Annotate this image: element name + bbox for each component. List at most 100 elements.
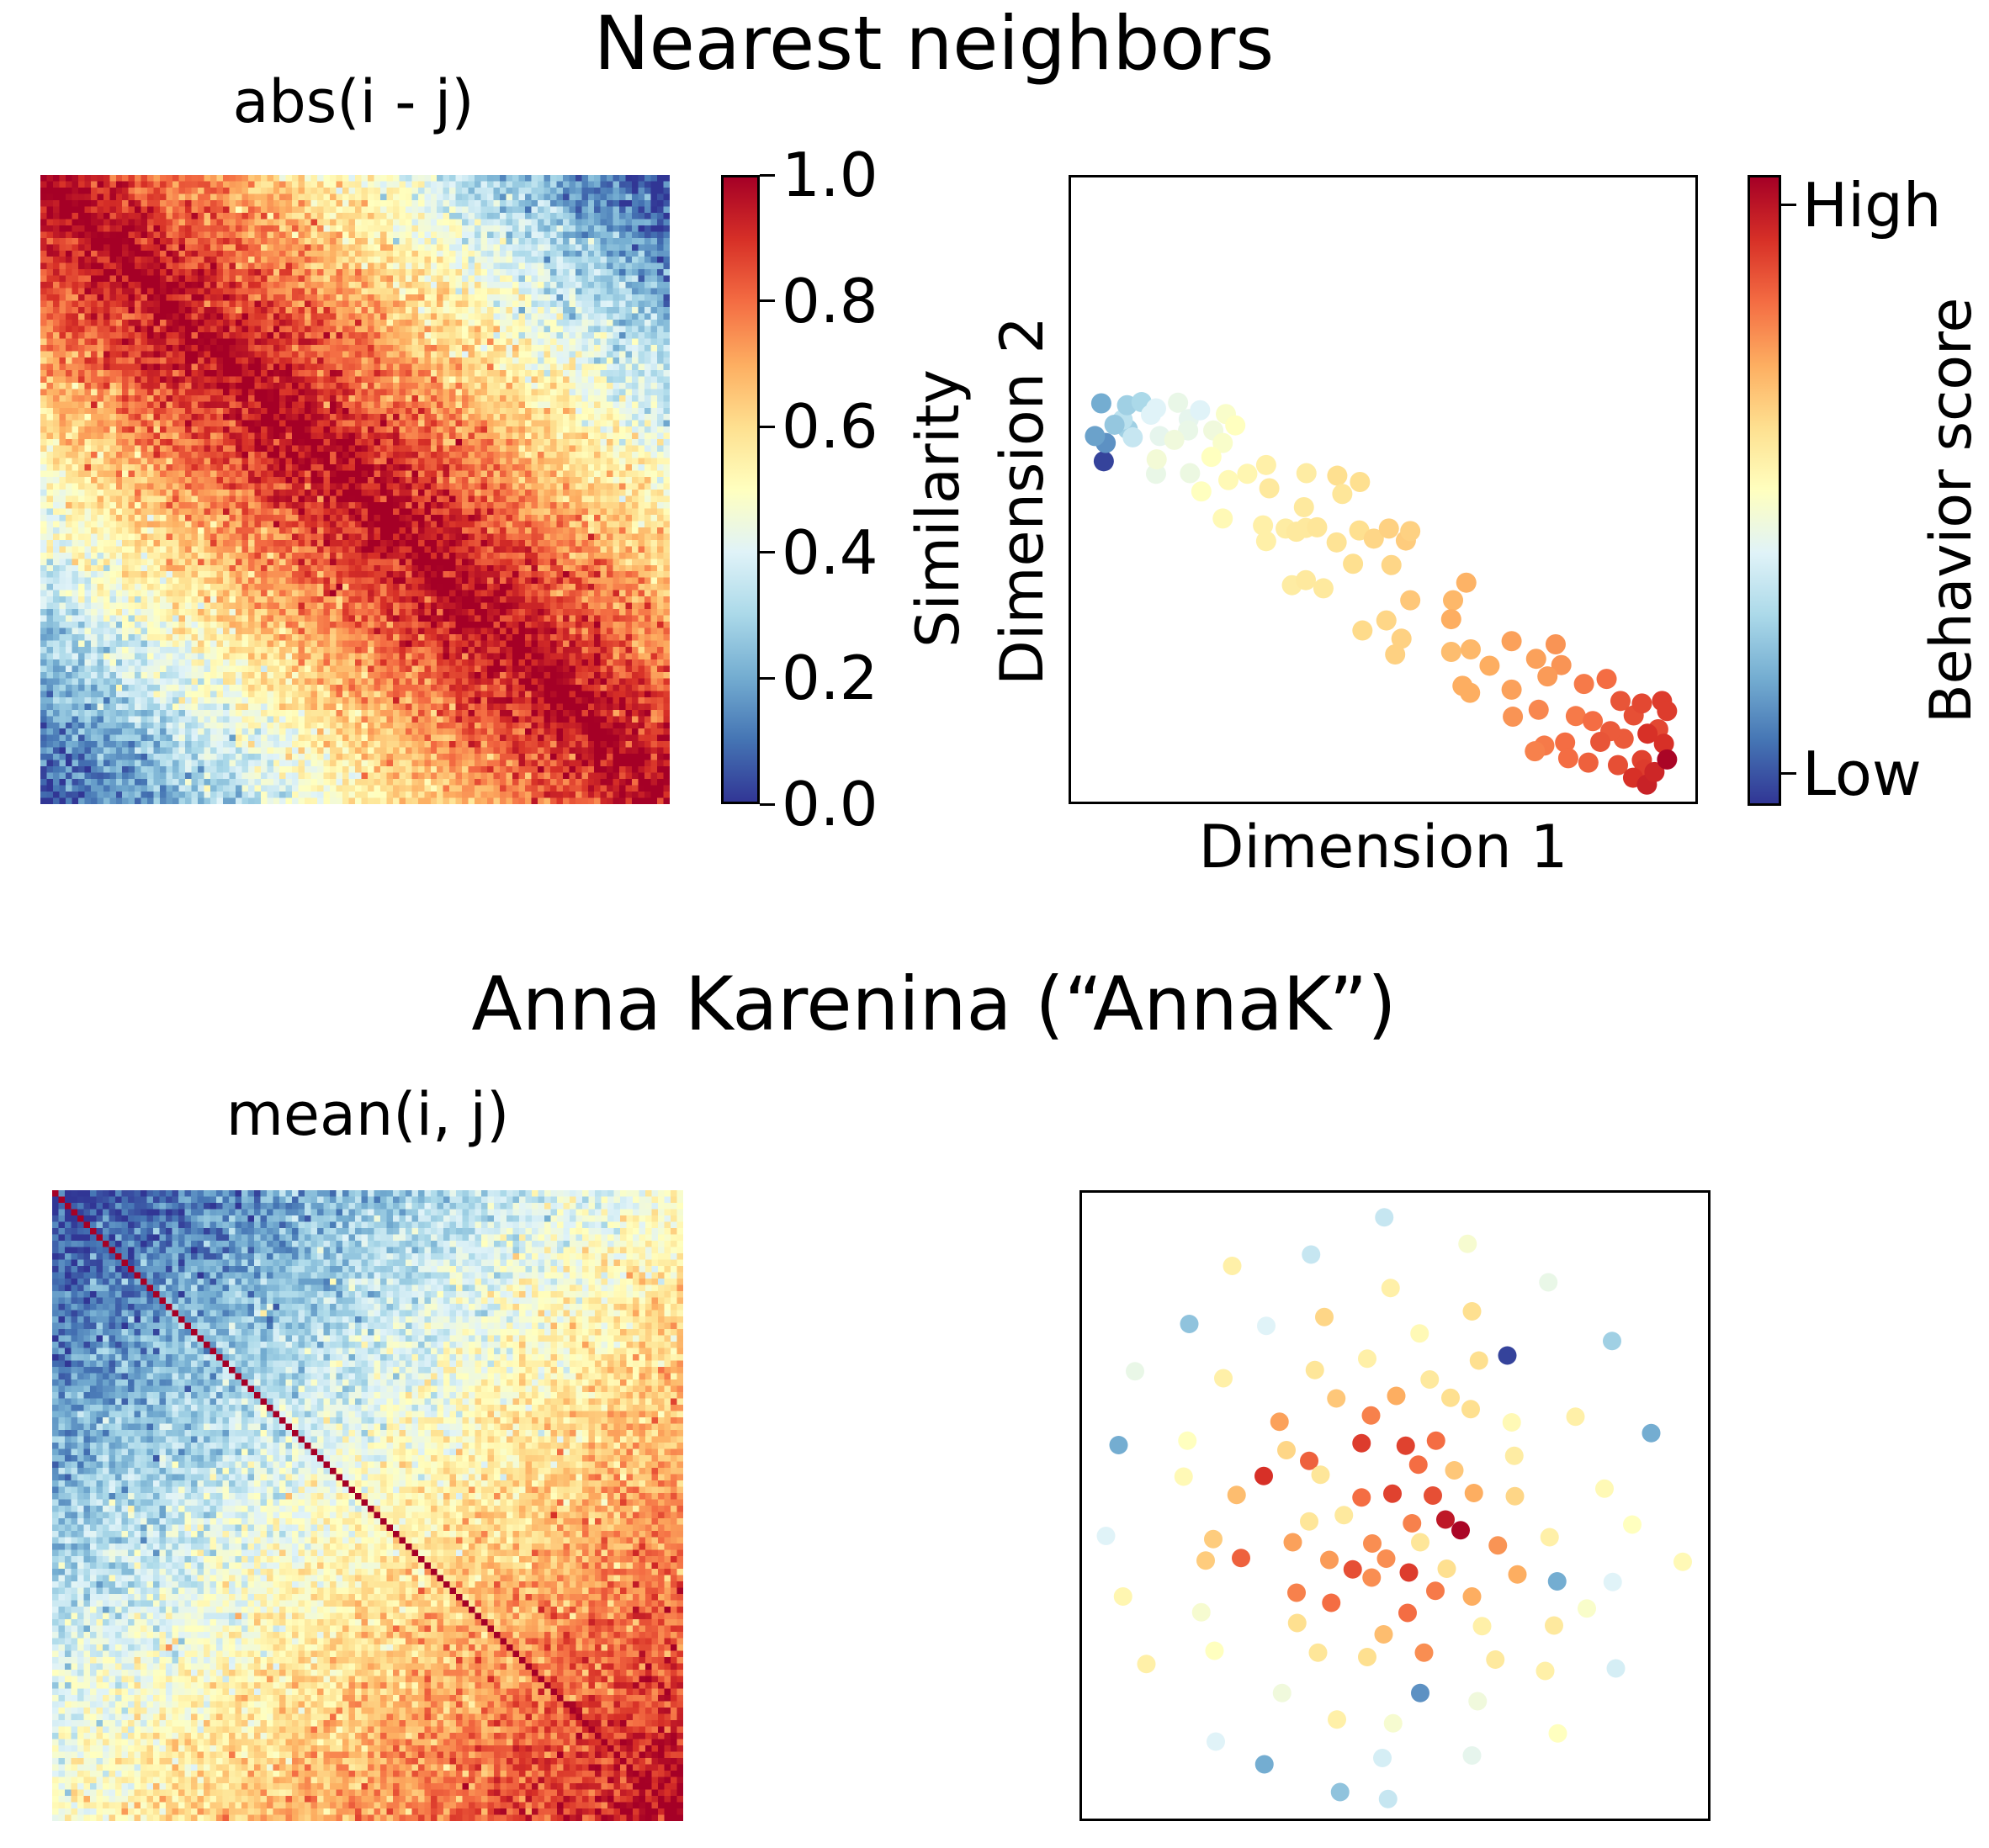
scatter-point: [1653, 733, 1674, 755]
scatter-point: [1451, 1521, 1470, 1540]
scatter-point: [1603, 1332, 1621, 1351]
scatter-point: [1237, 463, 1258, 485]
scatter-point: [1504, 1446, 1524, 1465]
scatter-point: [1330, 1782, 1350, 1802]
scatter-point: [1644, 761, 1665, 782]
scatter-point: [1590, 731, 1611, 752]
scatter-point: [1426, 1431, 1445, 1450]
scatter-point: [1403, 1514, 1422, 1533]
scatter-point: [1168, 392, 1189, 413]
similarity-heatmap-abs: [40, 175, 670, 804]
scatter-point: [1300, 1512, 1318, 1531]
similarity-colorbar-tick-label: 0.0: [782, 769, 878, 839]
scatter-point: [1204, 1529, 1223, 1549]
scatter-point: [1311, 1465, 1330, 1485]
scatter-point: [1578, 1599, 1596, 1618]
scatter-point: [1464, 1484, 1483, 1502]
scatter-point: [1374, 1625, 1393, 1644]
scatter-point: [1488, 1536, 1508, 1555]
scatter-point: [1536, 1661, 1555, 1681]
similarity-colorbar-tick-mark: [760, 299, 775, 303]
scatter-point: [1540, 1528, 1559, 1547]
scatter-point: [1436, 1510, 1455, 1529]
scatter-point: [1254, 1755, 1274, 1774]
similarity-colorbar-tick-mark: [760, 551, 775, 554]
behavior-colorbar: [1748, 175, 1781, 806]
scatter-point: [1381, 1279, 1400, 1298]
scatter-point: [1363, 1534, 1382, 1553]
scatter-point: [1300, 1451, 1318, 1470]
scatter-point: [1555, 732, 1576, 753]
behavior-colorbar-low-tick: [1781, 772, 1796, 775]
scatter-point: [1381, 554, 1402, 575]
scatter-point: [1315, 1307, 1334, 1326]
scatter-point: [1205, 1641, 1224, 1660]
scatter-point: [1410, 1324, 1429, 1343]
scatter-point: [1373, 1749, 1392, 1767]
scatter-point: [1503, 707, 1524, 728]
scatter-point: [1104, 414, 1125, 435]
scatter-point: [1631, 693, 1652, 714]
scatter-point: [1545, 634, 1566, 655]
scatter-point: [1164, 429, 1185, 450]
scatter-point: [1255, 454, 1276, 475]
heatmap-title-abs: abs(i - j): [232, 67, 475, 136]
scatter-point: [1358, 1349, 1376, 1369]
scatter-point: [1352, 1488, 1371, 1507]
scatter-point: [1452, 675, 1473, 696]
scatter-point: [1122, 426, 1143, 447]
scatter-point: [1259, 478, 1280, 499]
scatter-point: [1287, 1613, 1307, 1633]
scatter-point: [1411, 1683, 1429, 1702]
similarity-colorbar-label: Similarity: [904, 369, 973, 648]
scatter-point: [1212, 508, 1233, 529]
scatter-point: [1637, 723, 1658, 744]
scatter-point: [1296, 463, 1317, 484]
scatter-point: [1383, 1713, 1403, 1733]
behavior-colorbar-label: Behavior score: [1918, 297, 1985, 723]
scatter-point: [1305, 1360, 1324, 1379]
scatter-point: [1548, 1724, 1567, 1743]
scatter-point: [1608, 755, 1629, 776]
scatter-point: [1545, 1616, 1563, 1635]
scatter-point: [1225, 415, 1246, 436]
scatter-point: [1227, 1485, 1246, 1505]
scatter-point: [1212, 432, 1233, 453]
scatter-point: [1583, 711, 1604, 732]
scatter-frame: [1079, 1190, 1711, 1821]
scatter-point: [1400, 521, 1421, 542]
scatter-point: [1502, 1413, 1521, 1432]
scatter-point: [1322, 1593, 1341, 1612]
scatter-point: [1398, 1603, 1417, 1623]
scatter-point: [1327, 465, 1348, 486]
scatter-point: [1223, 1257, 1242, 1275]
scatter-point: [1352, 620, 1373, 641]
scatter-point: [1326, 532, 1347, 553]
similarity-colorbar: [721, 175, 760, 804]
scatter-point: [1441, 1388, 1460, 1407]
scatter-point: [1302, 1245, 1321, 1264]
scatter-point: [1257, 1316, 1276, 1336]
scatter-point: [1657, 701, 1678, 722]
scatter-point: [1254, 1466, 1273, 1485]
scatter-point: [1293, 496, 1314, 517]
scatter-point: [1547, 1572, 1567, 1591]
heatmap-title-mean: mean(i, j): [225, 1080, 510, 1149]
scatter-point: [1528, 699, 1549, 720]
scatter-point: [1424, 1486, 1442, 1505]
scatter-point: [1352, 1433, 1371, 1453]
scatter-point: [1385, 643, 1406, 665]
scatter-point: [1093, 451, 1114, 472]
scatter-point: [1109, 1436, 1128, 1454]
scatter-point: [1501, 679, 1522, 700]
scatter-point: [1232, 1549, 1250, 1568]
scatter-point: [1343, 553, 1364, 575]
scatter-point: [1308, 1643, 1328, 1662]
scatter-point: [1462, 1587, 1482, 1606]
scatter-point: [1443, 590, 1464, 611]
scatter-point: [1320, 1550, 1339, 1570]
scatter-point: [1146, 449, 1167, 470]
similarity-colorbar-tick-label: 0.4: [782, 516, 878, 588]
scatter-point: [1272, 1683, 1292, 1702]
scatter-point: [1642, 1423, 1661, 1443]
